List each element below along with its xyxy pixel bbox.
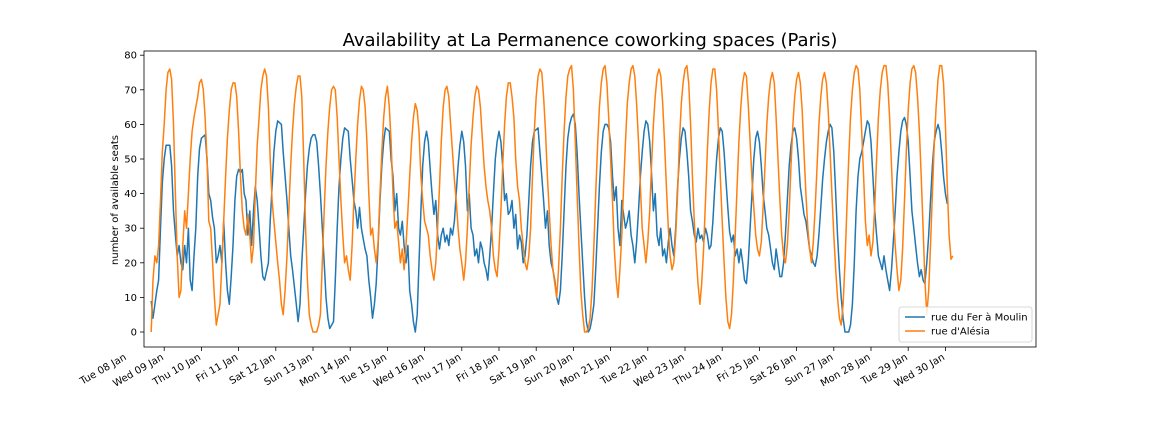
plot-frame xyxy=(143,50,1037,348)
y-tick-label: 40 xyxy=(124,189,137,200)
y-axis-label: number of available seats xyxy=(110,135,121,265)
y-axis: 0 10 20 30 40 50 60 70 80 xyxy=(124,51,144,339)
legend-label: rue d'Alésia xyxy=(931,326,990,338)
y-tick-label: 70 xyxy=(124,85,137,96)
chart-title: Availability at La Permanence coworking … xyxy=(343,30,838,51)
legend-label: rue du Fer à Moulin xyxy=(931,312,1028,324)
series-line-1 xyxy=(150,64,954,333)
y-tick-label: 80 xyxy=(124,51,137,62)
y-tick-label: 30 xyxy=(124,224,137,235)
y-tick-label: 50 xyxy=(124,155,137,166)
y-tick-label: 10 xyxy=(124,293,137,304)
y-tick-label: 0 xyxy=(131,328,137,339)
y-tick-label: 20 xyxy=(124,258,137,269)
legend-box xyxy=(898,306,1033,343)
legend: rue du Fer à Moulin rue d'Alésia xyxy=(898,306,1033,343)
y-tick-label: 60 xyxy=(124,120,137,131)
series-layer xyxy=(150,64,954,333)
